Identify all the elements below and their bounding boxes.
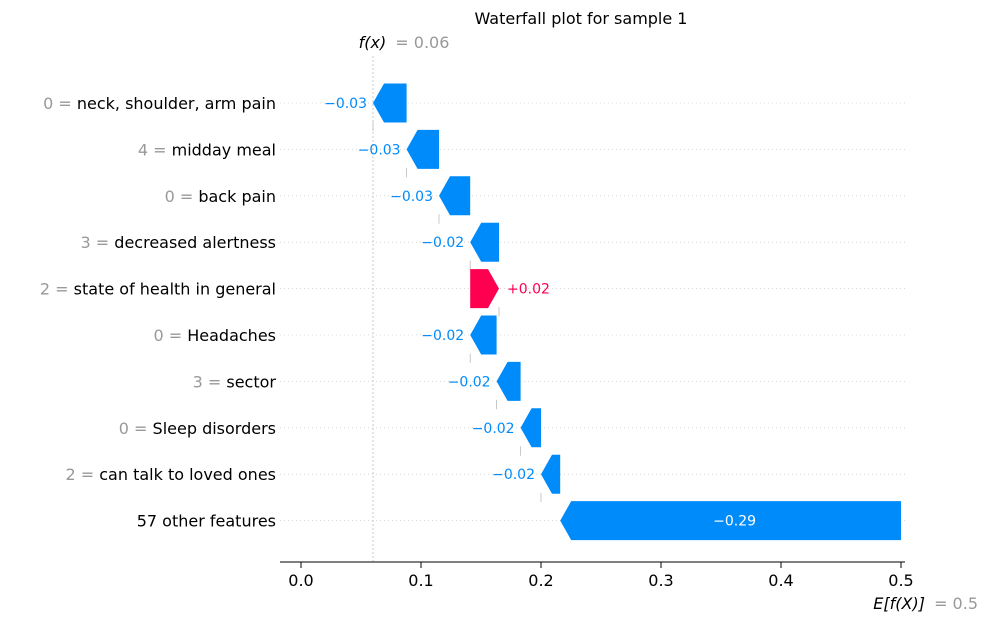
feature-value: 0 = [153, 326, 187, 345]
bar-negative [560, 501, 901, 541]
feature-value: 0 = [165, 187, 199, 206]
fx-value: = 0.06 [395, 33, 449, 52]
bar-negative [520, 408, 541, 448]
feature-label: 2 = can talk to loved ones [65, 465, 276, 484]
chart-title: Waterfall plot for sample 1 [475, 9, 688, 28]
feature-name: state of health in general [74, 280, 276, 299]
bar-negative [406, 129, 439, 169]
feature-name: Sleep disorders [153, 419, 276, 438]
feature-label: 3 = decreased alertness [81, 233, 276, 252]
feature-name: 57 other features [137, 512, 276, 531]
data-label: −0.02 [448, 374, 491, 390]
efx-value: = 0.5 [934, 594, 978, 613]
feature-labels: 0 = neck, shoulder, arm pain 4 = midday m… [40, 94, 277, 531]
feature-name: midday meal [172, 140, 276, 159]
feature-value: 4 = [138, 140, 172, 159]
bar-negative [470, 315, 497, 355]
bar-positive [470, 269, 499, 309]
x-axis: 0.0 0.1 0.2 0.3 0.4 0.5 [280, 561, 914, 590]
feature-label: 0 = Sleep disorders [119, 419, 276, 438]
row-gridlines [280, 102, 905, 521]
data-label: −0.29 [713, 514, 756, 530]
feature-name: can talk to loved ones [99, 465, 276, 484]
bar-negative [470, 222, 499, 262]
data-label: −0.03 [390, 189, 433, 205]
data-label: −0.02 [421, 235, 464, 251]
x-tick-label: 0.2 [528, 571, 553, 590]
feature-value: 3 = [81, 233, 115, 252]
feature-value: 0 = [43, 94, 77, 113]
feature-label: 57 other features [137, 512, 276, 531]
x-tick-label: 0.0 [288, 571, 313, 590]
data-label: −0.02 [472, 421, 515, 437]
feature-name: back pain [198, 187, 276, 206]
feature-name: sector [226, 372, 276, 391]
data-label: −0.03 [324, 96, 367, 112]
x-tick-label: 0.4 [768, 571, 793, 590]
feature-label: 0 = back pain [165, 187, 276, 206]
connector-lines [372, 121, 542, 503]
data-label: −0.02 [492, 467, 535, 483]
fx-symbol: f(x) [359, 33, 387, 52]
feature-value: 3 = [193, 372, 227, 391]
bar-negative [373, 83, 407, 123]
fx-label: f(x) = 0.06 [359, 33, 450, 52]
bar-negative [541, 454, 561, 494]
efx-label: E[f(X)] = 0.5 [873, 594, 978, 613]
x-tick-label: 0.1 [408, 571, 433, 590]
feature-label: 2 = state of health in general [40, 280, 276, 299]
bar-negative [439, 176, 471, 216]
feature-value: 2 = [65, 465, 99, 484]
bar-negative [496, 361, 521, 401]
feature-label: 3 = sector [193, 372, 277, 391]
feature-label: 0 = neck, shoulder, arm pain [43, 94, 276, 113]
feature-label: 4 = midday meal [138, 140, 276, 159]
feature-label: 0 = Headaches [153, 326, 276, 345]
feature-name: decreased alertness [114, 233, 276, 252]
contribution-bars: −0.03 −0.03 −0.03 −0.02 +0.02 −0.02 −0.02 −0.02… [324, 83, 901, 541]
feature-name: neck, shoulder, arm pain [77, 94, 276, 113]
data-label: −0.02 [421, 328, 464, 344]
x-tick-label: 0.5 [888, 571, 913, 590]
feature-value: 2 = [40, 280, 74, 299]
x-tick-label: 0.3 [648, 571, 673, 590]
efx-symbol: E[f(X)] [873, 594, 925, 613]
data-label: −0.03 [358, 142, 401, 158]
feature-value: 0 = [119, 419, 153, 438]
feature-name: Headaches [187, 326, 276, 345]
data-label: +0.02 [507, 282, 550, 298]
